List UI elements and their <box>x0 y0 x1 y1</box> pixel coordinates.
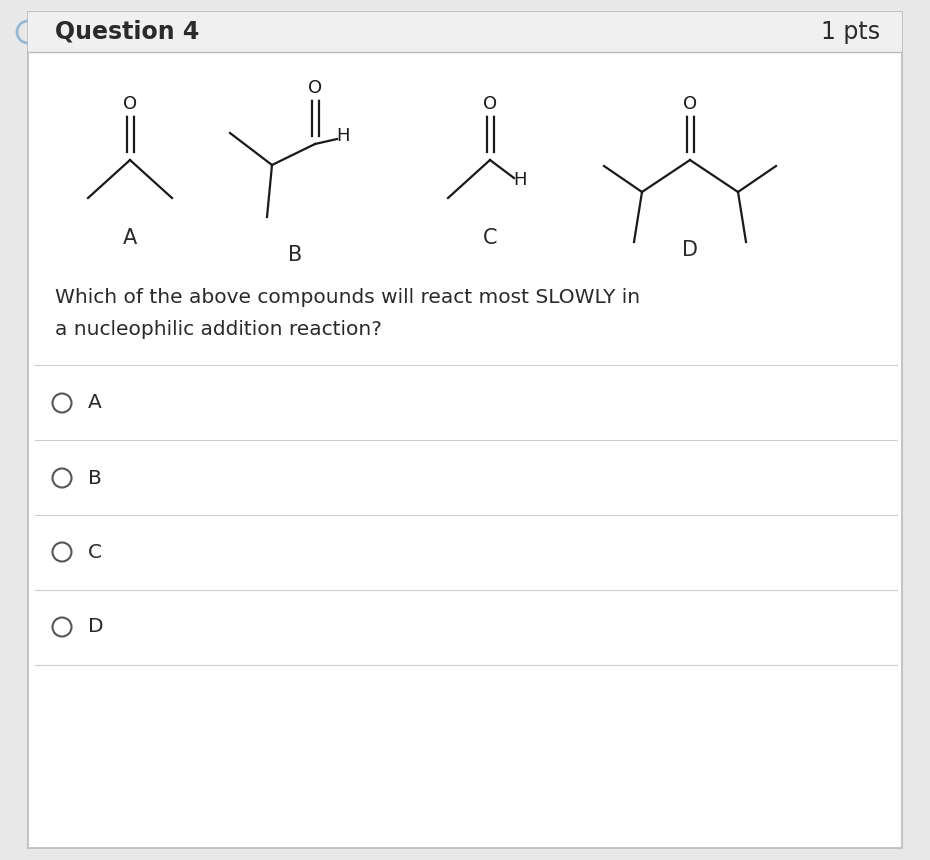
Text: B: B <box>88 469 101 488</box>
FancyBboxPatch shape <box>28 12 902 52</box>
Text: H: H <box>513 171 526 189</box>
Text: O: O <box>308 79 322 97</box>
Text: a nucleophilic addition reaction?: a nucleophilic addition reaction? <box>55 320 382 339</box>
Text: O: O <box>483 95 497 113</box>
Text: Question 4: Question 4 <box>55 20 199 44</box>
Text: 1 pts: 1 pts <box>821 20 880 44</box>
Text: C: C <box>88 543 102 562</box>
Text: B: B <box>288 245 302 265</box>
Text: O: O <box>683 95 698 113</box>
Text: Which of the above compounds will react most SLOWLY in: Which of the above compounds will react … <box>55 288 640 307</box>
FancyBboxPatch shape <box>28 12 902 848</box>
Text: A: A <box>88 394 101 413</box>
Text: H: H <box>337 127 350 145</box>
Text: D: D <box>682 240 698 260</box>
Text: C: C <box>483 228 498 248</box>
Text: D: D <box>88 617 103 636</box>
Text: O: O <box>123 95 137 113</box>
Text: A: A <box>123 228 137 248</box>
